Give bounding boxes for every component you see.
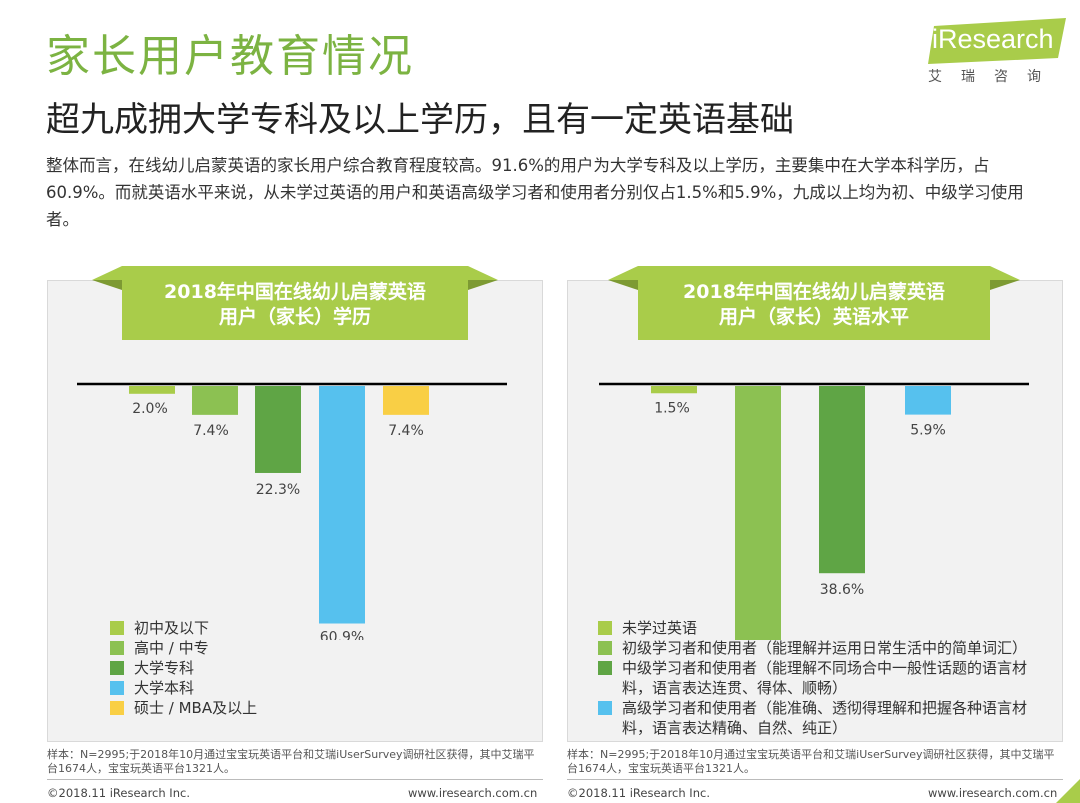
legend-swatch bbox=[598, 621, 612, 635]
logo-subtitle: 艾瑞咨询 bbox=[928, 69, 1060, 85]
legend-label: 未学过英语 bbox=[622, 619, 698, 637]
education-legend-item: 初中及以下 bbox=[110, 618, 257, 638]
data-label-未学过英语: 1.5% bbox=[654, 400, 690, 416]
english-level-legend-item: 未学过英语 bbox=[598, 618, 1048, 638]
education-legend-item: 大学专科 bbox=[110, 658, 257, 678]
legend-label: 初级学习者和使用者（能理解并运用日常生活中的简单词汇） bbox=[622, 639, 1028, 657]
bar-高中/中专 bbox=[192, 386, 238, 415]
legend-label: 大学本科 bbox=[134, 679, 195, 697]
english-level-bar-chart: 1.5%54.1%38.6%5.9% bbox=[599, 382, 1029, 640]
education-legend-item: 硕士 / MBA及以上 bbox=[110, 698, 257, 718]
legend-swatch bbox=[110, 621, 124, 635]
education-legend-item: 高中 / 中专 bbox=[110, 638, 257, 658]
legend-swatch bbox=[110, 681, 124, 695]
education-legend-item: 大学本科 bbox=[110, 678, 257, 698]
iresearch-logo: iResearch 艾瑞咨询 bbox=[918, 14, 1068, 94]
right-chart-title-line2: 用户（家长）英语水平 bbox=[718, 306, 909, 328]
left-chart-panel bbox=[47, 280, 543, 742]
bar-中级学习者和使用者 bbox=[819, 386, 865, 574]
right-banner-shape bbox=[608, 266, 1020, 340]
legend-label: 中级学习者和使用者（能理解不同场合中一般性话题的语言材料，语言表达连贯、得体、顺… bbox=[622, 659, 1028, 697]
english-level-legend: 未学过英语初级学习者和使用者（能理解并运用日常生活中的简单词汇） 中级学习者和使用… bbox=[598, 618, 1048, 738]
right-chart-panel bbox=[567, 280, 1063, 742]
legend-label: 硕士 / MBA及以上 bbox=[134, 699, 258, 717]
bar-未学过英语 bbox=[651, 386, 697, 394]
intro-paragraph: 整体而言，在线幼儿启蒙英语的家长用户综合教育程度较高。91.6%的用户为大学专科… bbox=[46, 156, 1024, 229]
bar-初级学习者和使用者 bbox=[735, 386, 781, 640]
legend-label: 大学专科 bbox=[134, 659, 195, 677]
data-label-大学专科: 22.3% bbox=[256, 482, 300, 498]
left-banner-shape bbox=[92, 266, 498, 340]
data-label-大学本科: 60.9% bbox=[320, 630, 364, 640]
page-subtitle: 超九成拥大学专科及以上学历，且有一定英语基础 bbox=[46, 100, 794, 140]
page-title: 家长用户教育情况 bbox=[46, 31, 414, 82]
legend-swatch bbox=[110, 661, 124, 675]
legend-swatch bbox=[598, 641, 612, 655]
corner-decoration bbox=[1056, 779, 1080, 803]
data-label-高级学习者和使用者: 5.9% bbox=[910, 423, 946, 439]
left-chart-title: 2018年中国在线幼儿启蒙英语 用户（家长）学历 bbox=[92, 280, 498, 330]
right-copyright: ©2018.11 iResearch Inc. bbox=[567, 786, 710, 800]
left-chart-title-line2: 用户（家长）学历 bbox=[218, 306, 371, 328]
left-website: www.iresearch.com.cn bbox=[408, 786, 538, 800]
data-label-硕士/MBA及以上: 7.4% bbox=[388, 423, 424, 439]
english-level-legend-item: 高级学习者和使用者（能准确、透彻得理解和把握各种语言材料，语言表达精确、自然、纯… bbox=[598, 698, 1048, 738]
data-label-高中/中专: 7.4% bbox=[193, 423, 229, 439]
legend-label: 高级学习者和使用者（能准确、透彻得理解和把握各种语言材料，语言表达精确、自然、纯… bbox=[622, 699, 1028, 737]
legend-swatch bbox=[598, 701, 612, 715]
left-footer-divider bbox=[47, 779, 543, 780]
left-sample-note: 样本：N=2995;于2018年10月通过宝宝玩英语平台和艾瑞iUserSurv… bbox=[47, 748, 535, 775]
legend-label: 初中及以下 bbox=[134, 619, 210, 637]
right-website: www.iresearch.com.cn bbox=[928, 786, 1058, 800]
education-bar-chart: 2.0% 7.4% 22.3% 60.9% 7.4% bbox=[77, 382, 507, 640]
english-level-legend-item: 中级学习者和使用者（能理解不同场合中一般性话题的语言材料，语言表达连贯、得体、顺… bbox=[598, 658, 1048, 698]
data-label-初中及以下: 2.0% bbox=[132, 401, 168, 417]
bar-初中及以下 bbox=[129, 386, 175, 394]
legend-swatch bbox=[110, 701, 124, 715]
data-label-中级学习者和使用者: 38.6% bbox=[820, 582, 864, 598]
left-copyright: ©2018.11 iResearch Inc. bbox=[47, 786, 190, 800]
legend-label: 高中 / 中专 bbox=[134, 639, 209, 657]
education-legend: 初中及以下高中 / 中专 大学专科大学本科硕士 / MBA及以上 bbox=[110, 618, 257, 718]
legend-swatch bbox=[598, 661, 612, 675]
logo-badge-shape bbox=[928, 18, 1066, 64]
right-footer-divider bbox=[567, 779, 1063, 780]
right-chart-title-line1: 2018年中国在线幼儿启蒙英语 bbox=[683, 281, 945, 303]
bar-大学本科 bbox=[319, 386, 365, 624]
legend-swatch bbox=[110, 641, 124, 655]
bar-大学专科 bbox=[255, 386, 301, 473]
right-chart-banner: 2018年中国在线幼儿启蒙英语 用户（家长）英语水平 bbox=[608, 266, 1020, 340]
right-sample-note: 样本：N=2995;于2018年10月通过宝宝玩英语平台和艾瑞iUserSurv… bbox=[567, 748, 1055, 775]
right-chart-title: 2018年中国在线幼儿启蒙英语 用户（家长）英语水平 bbox=[608, 280, 1020, 330]
left-chart-banner: 2018年中国在线幼儿启蒙英语 用户（家长）学历 bbox=[92, 266, 498, 340]
logo-text: iResearch bbox=[932, 24, 1054, 54]
bar-硕士/MBA及以上 bbox=[383, 386, 429, 415]
left-chart-title-line1: 2018年中国在线幼儿启蒙英语 bbox=[164, 281, 426, 303]
bar-高级学习者和使用者 bbox=[905, 386, 951, 415]
english-level-legend-item: 初级学习者和使用者（能理解并运用日常生活中的简单词汇） bbox=[598, 638, 1048, 658]
